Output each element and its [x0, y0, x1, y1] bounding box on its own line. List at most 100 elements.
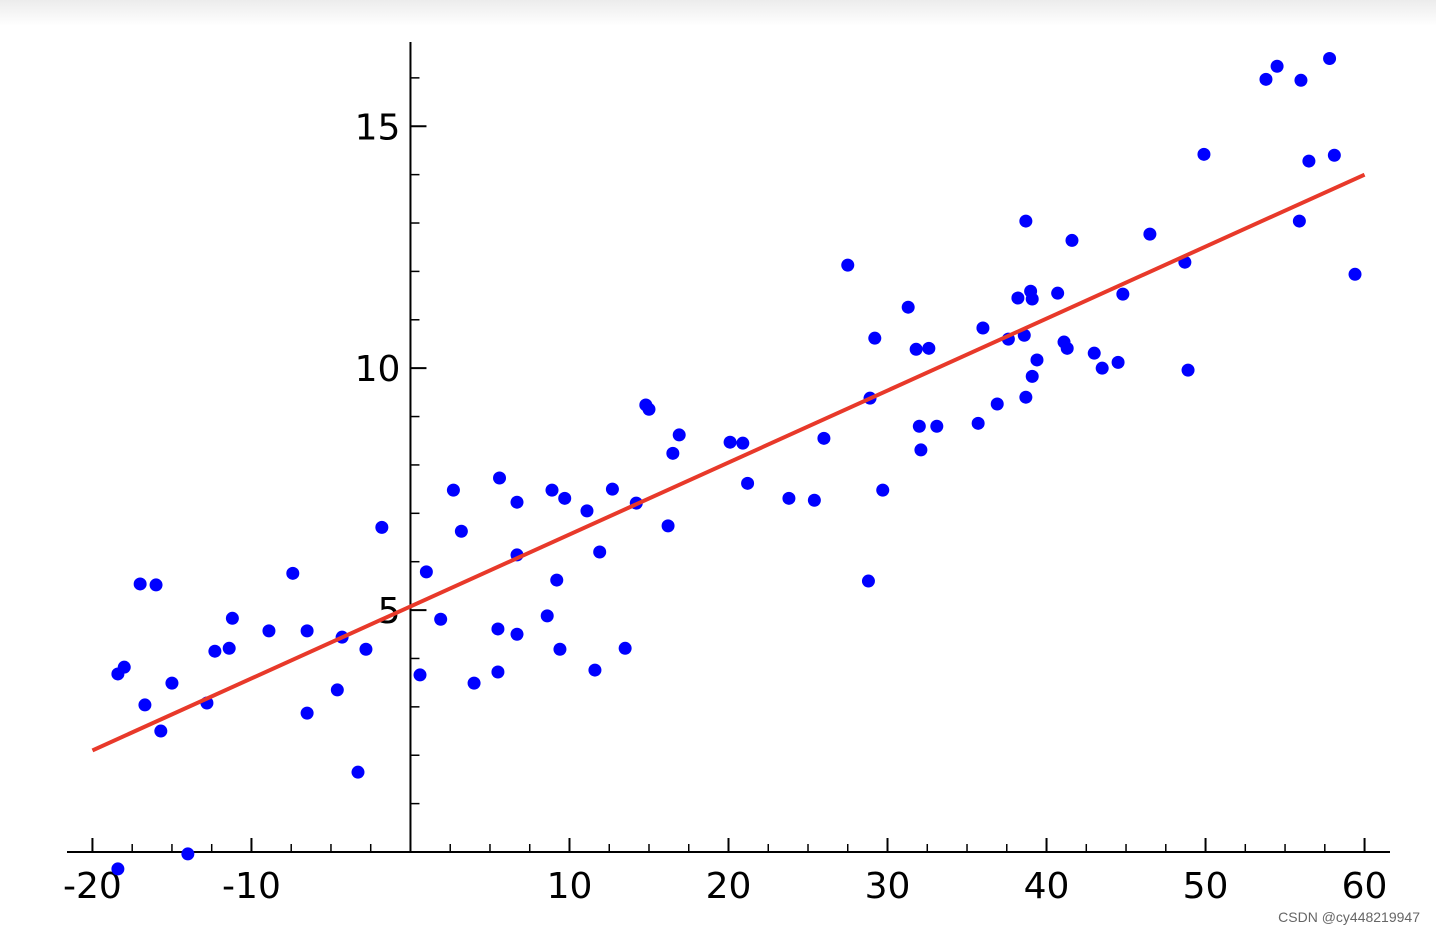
point	[1019, 390, 1033, 404]
point	[165, 676, 179, 690]
point	[1181, 363, 1195, 377]
point	[558, 491, 572, 505]
point	[1095, 361, 1109, 375]
point	[605, 482, 619, 496]
point	[642, 402, 656, 416]
point	[286, 566, 300, 580]
top-band	[0, 0, 1436, 26]
point	[588, 663, 602, 677]
point	[225, 611, 239, 625]
y-tick-label: 15	[355, 107, 401, 148]
point	[580, 504, 594, 518]
point	[861, 574, 875, 588]
point	[330, 683, 344, 697]
x-tick-label: 10	[547, 866, 593, 907]
point	[446, 483, 460, 497]
point	[300, 706, 314, 720]
point	[375, 520, 389, 534]
point	[1111, 355, 1125, 369]
point	[111, 862, 125, 876]
point	[1348, 267, 1362, 281]
point	[1323, 52, 1337, 66]
point	[666, 446, 680, 460]
point	[593, 545, 607, 559]
point	[454, 524, 468, 538]
watermark: CSDN @cy448219947	[1278, 909, 1420, 925]
point	[1019, 214, 1033, 228]
point	[901, 300, 915, 314]
point	[117, 660, 131, 674]
point	[672, 428, 686, 442]
point	[817, 431, 831, 445]
point	[181, 847, 195, 861]
point	[550, 573, 564, 587]
point	[909, 342, 923, 356]
point	[971, 416, 985, 430]
point	[510, 495, 524, 509]
point	[154, 724, 168, 738]
point	[510, 627, 524, 641]
point	[1025, 292, 1039, 306]
point	[1051, 286, 1065, 300]
point	[1197, 147, 1211, 161]
fit-line	[91, 172, 1366, 753]
x-tick-label: 20	[706, 866, 752, 907]
point	[493, 471, 507, 485]
point	[723, 435, 737, 449]
x-tick-label: 50	[1183, 866, 1229, 907]
point	[1060, 341, 1074, 355]
point	[1270, 59, 1284, 73]
x-tick-label: -20	[63, 866, 122, 907]
point	[359, 642, 373, 656]
point	[1116, 287, 1130, 301]
x-tick-label: -10	[222, 866, 281, 907]
point	[1143, 227, 1157, 241]
point	[841, 258, 855, 272]
point	[491, 622, 505, 636]
point	[419, 565, 433, 579]
point	[922, 341, 936, 355]
point	[1294, 73, 1308, 87]
point	[914, 443, 928, 457]
point	[876, 483, 890, 497]
point	[661, 519, 675, 533]
point	[618, 641, 632, 655]
y-tick-label: 5	[378, 591, 401, 632]
point	[1327, 148, 1341, 162]
point	[1259, 72, 1273, 86]
point	[133, 577, 147, 591]
point	[545, 483, 559, 497]
point	[976, 321, 990, 335]
point	[467, 676, 481, 690]
y-tick-label: 10	[355, 349, 401, 390]
point	[300, 624, 314, 638]
point	[262, 624, 276, 638]
x-tick-label: 40	[1024, 866, 1070, 907]
point	[1087, 346, 1101, 360]
point	[1065, 233, 1079, 247]
point	[351, 765, 365, 779]
point	[434, 612, 448, 626]
point	[1302, 154, 1316, 168]
point	[491, 665, 505, 679]
point	[553, 642, 567, 656]
point	[868, 331, 882, 345]
point	[807, 493, 821, 507]
x-tick-label: 30	[865, 866, 911, 907]
point	[540, 609, 554, 623]
point	[1030, 353, 1044, 367]
point	[930, 419, 944, 433]
point	[736, 436, 750, 450]
point	[782, 491, 796, 505]
point	[990, 397, 1004, 411]
point	[413, 668, 427, 682]
point	[138, 698, 152, 712]
point	[1025, 369, 1039, 383]
point	[222, 641, 236, 655]
point	[1011, 291, 1025, 305]
x-tick-label: 60	[1342, 866, 1388, 907]
point	[208, 644, 222, 658]
point	[912, 419, 926, 433]
